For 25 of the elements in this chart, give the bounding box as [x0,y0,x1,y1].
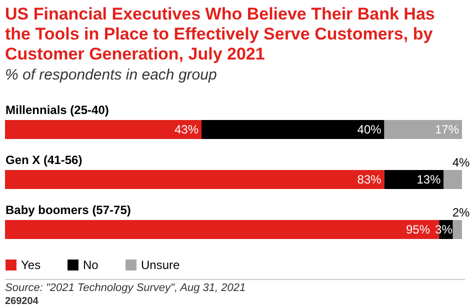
bar [384,120,462,139]
bar [202,120,384,139]
data-label: 83% [357,172,382,186]
data-label: 43% [174,122,199,136]
bar [384,170,444,189]
data-label: 40% [357,122,382,136]
chart-title: US Financial Executives Who Believe Their Bank Has the Tools in Place to Effectively Serve Customers, by Customer Generation, July 2021 [5,4,435,64]
text: 269204 [5,296,40,307]
legend-label: Unsure [141,258,180,272]
bar [444,170,462,189]
bar [5,170,384,189]
data-label: 95% [406,222,430,236]
source-note: Source: "2021 Technology Survey", Aug 31, 2021 [5,279,465,295]
data-label: 17% [434,122,460,136]
y-tick-label: Gen X (41-56) [6,153,82,167]
bar [452,220,462,239]
y-tick-label: Millennials (25-40) [6,103,109,117]
data-label: 4% [452,156,470,170]
legend-label: Yes [21,258,41,272]
data-label: 2% [452,206,470,220]
chart-subtitle: % of respondents in each group [5,66,217,84]
data-label: 13% [416,172,442,186]
legend-label: No [83,258,99,272]
y-tick-label: Baby boomers (57-75) [6,203,131,217]
bar [5,120,202,139]
